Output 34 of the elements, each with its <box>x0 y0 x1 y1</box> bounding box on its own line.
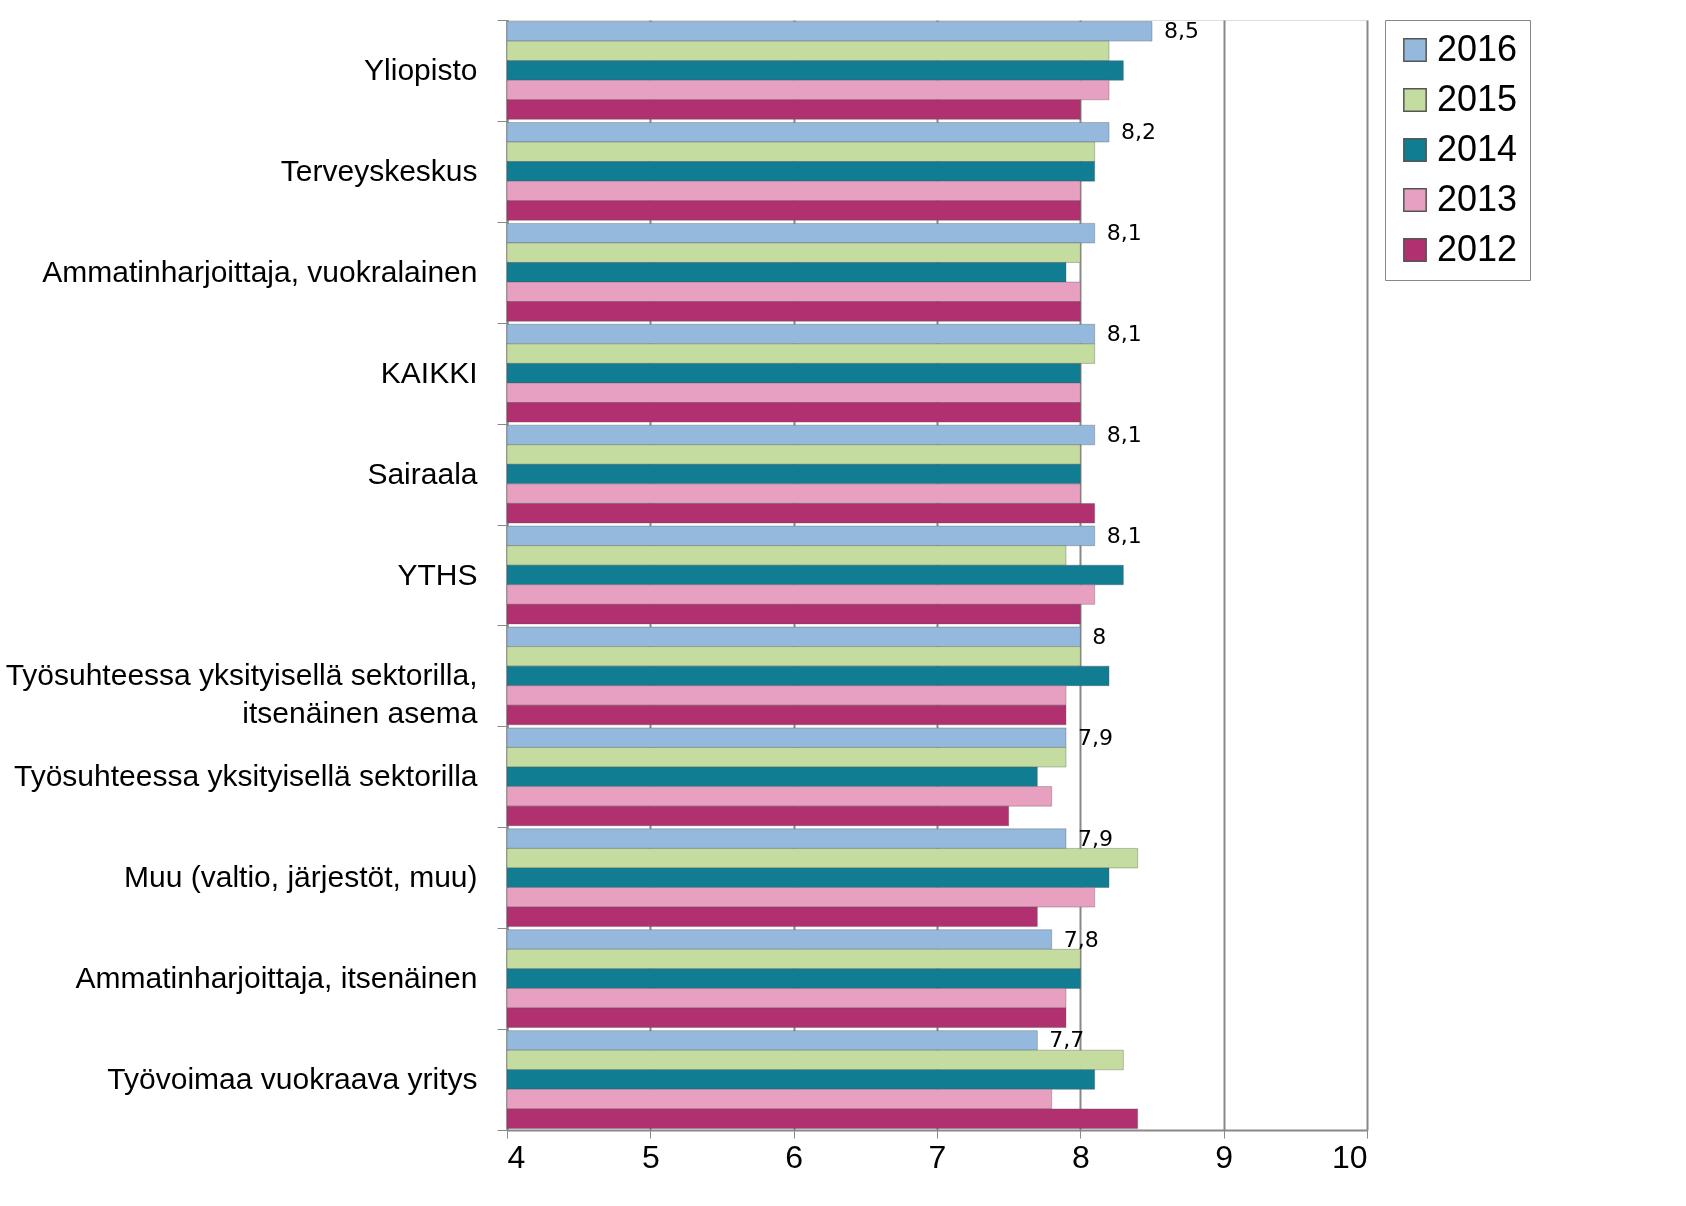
y-tick-label: Työsuhteessa yksityisellä sektorilla <box>13 759 478 793</box>
y-tick-label: Työsuhteessa yksityisellä sektorilla, itsenäinen asema <box>5 658 478 730</box>
y-tick-label: Muu (valtio, järjestöt, muu) <box>124 860 478 894</box>
legend-label: 2014 <box>1437 128 1518 169</box>
legend-label: 2013 <box>1437 178 1518 219</box>
data-label: 8,1 <box>1106 522 1142 548</box>
data-label: 7,7 <box>1049 1027 1085 1053</box>
y-tick-label: Terveyskeskus <box>280 153 478 187</box>
y-tick-label: Sairaala <box>367 456 478 490</box>
x-tick-label: 4 <box>507 1138 526 1175</box>
data-label: 8,1 <box>1106 421 1142 447</box>
data-label: 8,1 <box>1106 220 1142 246</box>
x-tick-label: 6 <box>785 1138 804 1175</box>
y-tick-label: Työvoimaa vuokraava yritys <box>107 1062 478 1096</box>
x-tick-label: 5 <box>641 1138 660 1175</box>
data-label: 8,1 <box>1106 321 1142 347</box>
y-tick-label: YTHS <box>397 557 478 591</box>
x-tick-label: 8 <box>1071 1138 1090 1175</box>
data-label: 7,9 <box>1078 724 1113 750</box>
legend-label: 2015 <box>1437 78 1518 119</box>
x-tick-label: 10 <box>1331 1138 1368 1175</box>
legend-label: 2012 <box>1437 228 1518 269</box>
data-label: 7,8 <box>1063 926 1099 952</box>
data-label: 7,9 <box>1078 825 1113 851</box>
data-label: 8 <box>1092 623 1107 649</box>
x-tick-label: 9 <box>1215 1138 1234 1175</box>
y-tick-label: KAIKKI <box>380 355 478 389</box>
data-label: 8,5 <box>1164 18 1199 44</box>
y-tick-label: Yliopisto <box>364 52 478 86</box>
legend-label: 2016 <box>1437 28 1518 69</box>
y-tick-label: Ammatinharjoittaja, vuokralainen <box>42 254 478 288</box>
x-tick-label: 7 <box>928 1138 947 1175</box>
data-label: 8,2 <box>1121 119 1156 145</box>
y-tick-label: Ammatinharjoittaja, itsenäinen <box>75 961 478 995</box>
